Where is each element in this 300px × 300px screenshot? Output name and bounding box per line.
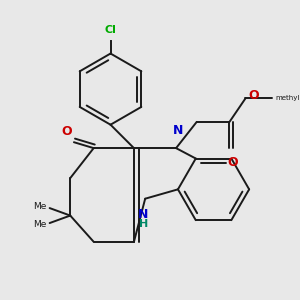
Text: Me: Me <box>34 202 47 211</box>
Text: O: O <box>61 124 72 137</box>
Text: H: H <box>139 219 148 229</box>
Text: N: N <box>173 124 183 137</box>
Text: methyl: methyl <box>275 94 300 100</box>
Text: O: O <box>248 89 259 102</box>
Text: Me: Me <box>34 220 47 230</box>
Text: O: O <box>227 156 238 169</box>
Text: N: N <box>138 208 148 221</box>
Text: Cl: Cl <box>105 25 116 35</box>
